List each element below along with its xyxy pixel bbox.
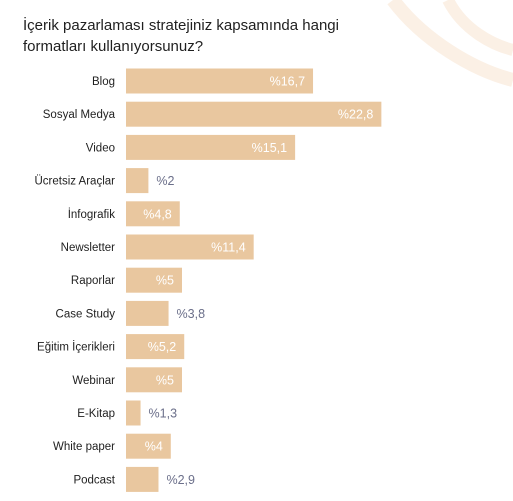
value-label: %5,2 bbox=[148, 340, 177, 354]
category-label: Eğitim İçerikleri bbox=[37, 341, 115, 354]
value-label: %2,9 bbox=[166, 473, 195, 487]
bar bbox=[126, 433, 171, 459]
category-label: E-Kitap bbox=[77, 408, 115, 420]
bar bbox=[126, 101, 382, 127]
category-label: White paper bbox=[53, 441, 115, 453]
bar bbox=[126, 134, 296, 160]
value-label: %4 bbox=[145, 440, 163, 454]
category-label: Video bbox=[86, 142, 115, 154]
category-label: Raporlar bbox=[71, 275, 115, 287]
category-label: Blog bbox=[92, 76, 115, 88]
value-label: %5 bbox=[156, 373, 174, 387]
bar bbox=[126, 267, 182, 293]
bar bbox=[126, 300, 169, 326]
category-label: İnfografik bbox=[68, 208, 116, 221]
bar bbox=[126, 234, 254, 260]
category-label: Podcast bbox=[73, 474, 115, 486]
value-label: %22,8 bbox=[338, 108, 373, 122]
value-label: %11,4 bbox=[211, 241, 246, 255]
decorative-curves bbox=[387, 0, 513, 87]
category-label: Newsletter bbox=[61, 242, 115, 254]
bar bbox=[126, 201, 180, 227]
value-label: %2 bbox=[156, 174, 174, 188]
value-label: %1,3 bbox=[149, 407, 178, 421]
bar bbox=[126, 334, 185, 360]
category-label: Sosyal Medya bbox=[43, 109, 116, 121]
category-label: Webinar bbox=[72, 375, 115, 387]
chart-title: İçerik pazarlaması stratejiniz kapsamınd… bbox=[23, 17, 339, 55]
category-label: Case Study bbox=[56, 308, 116, 320]
bar bbox=[126, 367, 182, 393]
value-label: %15,1 bbox=[252, 141, 287, 155]
bar bbox=[126, 466, 159, 492]
value-label: %16,7 bbox=[270, 75, 305, 89]
value-label: %3,8 bbox=[177, 307, 206, 321]
bar bbox=[126, 168, 149, 194]
value-label: %4,8 bbox=[143, 207, 172, 221]
bar bbox=[126, 400, 141, 426]
bar bbox=[126, 68, 314, 94]
value-label: %5 bbox=[156, 274, 174, 288]
category-label: Ücretsiz Araçlar bbox=[34, 176, 115, 188]
